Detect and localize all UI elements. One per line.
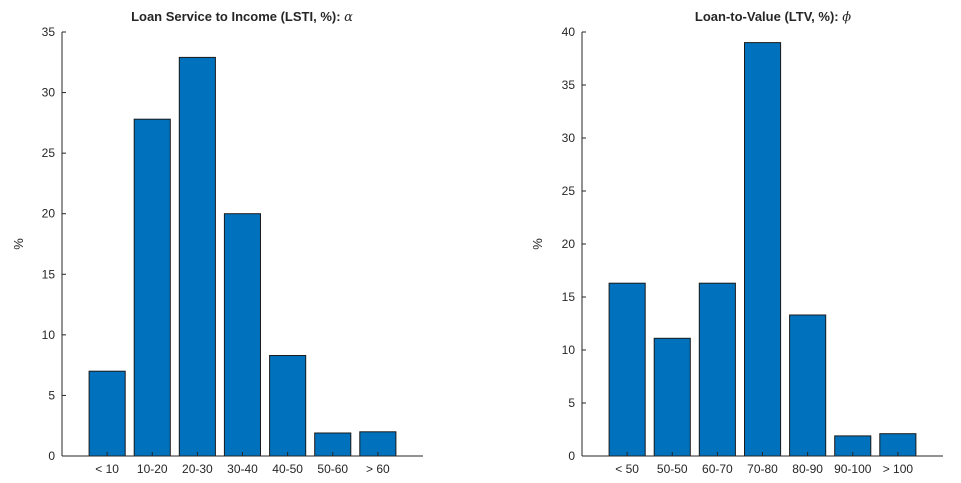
bar-3	[223, 213, 261, 457]
x-tick-label: 50-60	[317, 462, 348, 476]
x-tick-label: 20-30	[182, 462, 213, 476]
y-axis-label: %	[530, 238, 545, 250]
y-tick-label: 5	[48, 388, 55, 402]
bar-2	[698, 282, 736, 457]
x-tick-label: 50-50	[657, 462, 688, 476]
y-tick-label: 10	[42, 328, 56, 342]
x-tick-label: < 50	[615, 462, 639, 476]
bar-0	[88, 370, 126, 457]
y-tick-label: 35	[562, 78, 576, 92]
x-tick-label: 60-70	[702, 462, 733, 476]
bar-3	[744, 42, 782, 457]
bar-4	[789, 314, 827, 457]
y-axis-label: %	[11, 238, 26, 250]
x-tick-label: 10-20	[137, 462, 168, 476]
chart-title: Loan Service to Income (LSTI, %): α	[131, 9, 353, 25]
y-tick-label: 35	[42, 25, 56, 39]
bar-0	[608, 282, 646, 457]
bar-1	[653, 337, 691, 457]
y-tick-label: 0	[568, 449, 575, 463]
y-tick-label: 30	[42, 86, 56, 100]
chart-title: Loan-to-Value (LTV, %): ϕ	[695, 9, 851, 25]
bar-4	[269, 355, 307, 457]
y-tick-label: 25	[562, 184, 576, 198]
y-tick-label: 20	[562, 237, 576, 251]
y-tick-label: 40	[562, 25, 576, 39]
y-tick-label: 30	[562, 131, 576, 145]
x-tick-label: 70-80	[747, 462, 778, 476]
y-tick-label: 25	[42, 146, 56, 160]
y-tick-label: 5	[568, 396, 575, 410]
bar-6	[359, 431, 397, 457]
y-tick-label: 20	[42, 207, 56, 221]
y-tick-label: 10	[562, 343, 576, 357]
x-tick-label: 90-100	[834, 462, 872, 476]
x-tick-label: < 10	[95, 462, 119, 476]
bar-1	[133, 118, 171, 457]
y-tick-label: 15	[42, 267, 56, 281]
bar-2	[178, 56, 216, 457]
x-tick-label: 40-50	[272, 462, 303, 476]
plot-area: 0 5 10 15 20 25 30 35 40 < 50 50-50 60-70 70-80 80-90…	[562, 25, 943, 476]
x-tick-label: 30-40	[227, 462, 258, 476]
plot-area: 0 5 10 15 20 25 30 35 < 10 10-20 20-30 30-40 40-50 50…	[42, 25, 423, 476]
x-tick-label: > 100	[883, 462, 914, 476]
x-tick-label: 80-90	[792, 462, 823, 476]
x-tick-label: > 60	[366, 462, 390, 476]
y-tick-label: 15	[562, 290, 576, 304]
y-tick-label: 0	[48, 449, 55, 463]
